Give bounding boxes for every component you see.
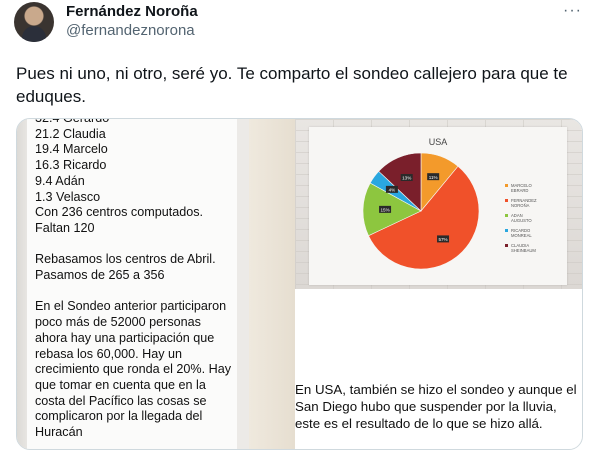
pie-label-2: 15% [380, 207, 389, 212]
pie-slice-4 [378, 152, 422, 212]
pie-label-4: 13% [402, 176, 411, 181]
pie-label-bg-0 [427, 173, 440, 181]
pie-label-0: 11% [429, 175, 438, 180]
legend-swatch-4 [505, 244, 508, 247]
screenshot-left: 32.4 Gerardo 21.2 Claudia 19.4 Marcelo 1… [17, 119, 295, 449]
chart-title: USA [429, 137, 448, 147]
author-name[interactable]: Fernández Noroña [66, 3, 198, 20]
author-handle[interactable]: @fernandeznorona [66, 22, 195, 39]
legend-label-4-1: SHEINBAUM [511, 248, 536, 253]
pie-label-1: 57% [438, 237, 447, 242]
chart-caption: En USA, también se hizo el sondeo y aunq… [295, 382, 577, 431]
tweet-text: Pues ni uno, ni otro, seré yo. Te compar… [16, 64, 568, 106]
legend-label-1-0: FERNANDEZ [511, 198, 537, 203]
legend-swatch-1 [505, 199, 508, 202]
pie-label-3: 4% [389, 187, 396, 192]
avatar[interactable] [14, 2, 54, 42]
legend-label-2-1: AUGUSTO [511, 218, 532, 223]
legend-label-4-0: CLAUDIA [511, 243, 529, 248]
legend-swatch-0 [505, 184, 508, 187]
legend-label-0-0: MARCELO [511, 183, 532, 188]
legend-label-0-1: EBRARD [511, 188, 528, 193]
screenshot-right: USA 11% 57% 15% 4% 13% MARCELO EBRARD FERNANDE… [295, 119, 582, 449]
message-text: 32.4 Gerardo 21.2 Claudia 19.4 Marcelo 1… [27, 119, 237, 449]
chat-background [249, 119, 295, 449]
pie-label-bg-2 [379, 205, 392, 213]
chart-photo: USA 11% 57% 15% 4% 13% MARCELO EBRARD FERNANDE… [295, 119, 582, 289]
pie-label-bg-1 [437, 235, 450, 243]
legend-label-3-1: MONREAL [511, 233, 532, 238]
legend-swatch-3 [505, 229, 508, 232]
pie-slice-1 [368, 165, 480, 270]
legend-label-2-0: ADAN [511, 213, 523, 218]
legend-swatch-2 [505, 214, 508, 217]
pie-slice-2 [362, 182, 422, 237]
pie-label-bg-4 [400, 173, 413, 181]
pie-label-bg-3 [385, 185, 398, 193]
legend-label-3-0: RICARDO [511, 228, 531, 233]
more-options-icon[interactable]: ··· [563, 2, 582, 19]
pie-chart-card: USA 11% 57% 15% 4% 13% MARCELO EBRARD FERNANDE… [309, 127, 567, 285]
tweet-media[interactable]: 32.4 Gerardo 21.2 Claudia 19.4 Marcelo 1… [16, 118, 583, 450]
legend-label-1-1: NOROÑA [511, 203, 530, 208]
